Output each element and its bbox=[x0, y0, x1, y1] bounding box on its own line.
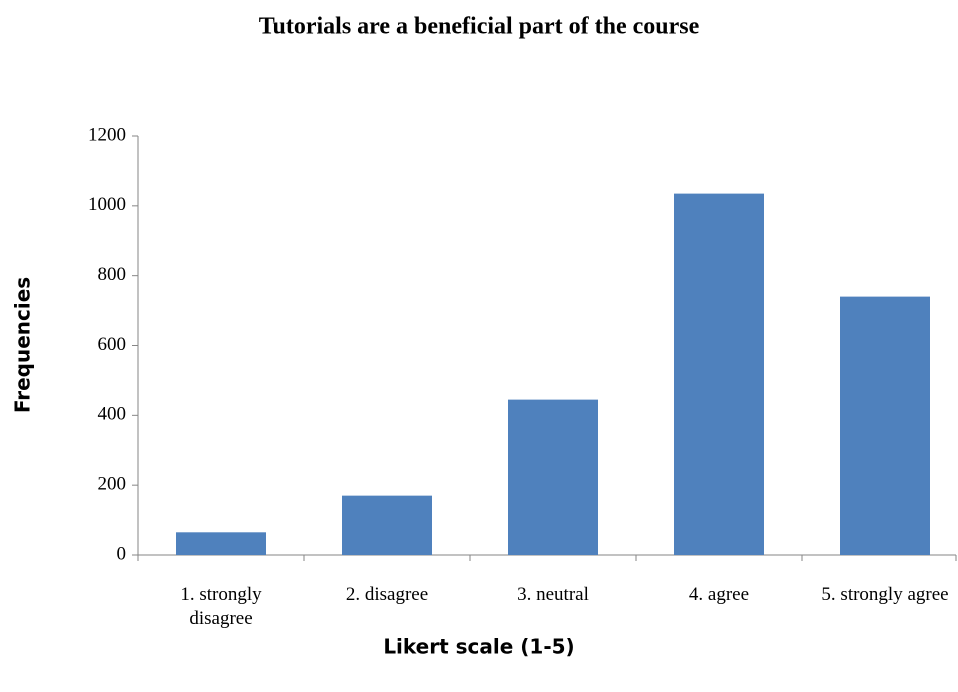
x-tick-label: 1. strongly disagree bbox=[180, 584, 262, 629]
y-axis-title: Frequencies bbox=[11, 277, 35, 413]
x-tick-label: 3. neutral bbox=[517, 584, 589, 605]
y-tick-label: 400 bbox=[98, 404, 127, 425]
y-tick-label: 0 bbox=[117, 543, 127, 564]
x-axis-title: Likert scale (1-5) bbox=[383, 635, 574, 659]
x-tick-label: 2. disagree bbox=[345, 584, 429, 605]
bar bbox=[840, 296, 930, 555]
bar bbox=[508, 399, 598, 555]
chart-title: Tutorials are a beneficial part of the c… bbox=[259, 14, 700, 40]
bar bbox=[342, 495, 432, 555]
y-tick-label: 200 bbox=[98, 474, 127, 495]
y-tick-label: 1000 bbox=[88, 194, 126, 215]
y-tick-label: 600 bbox=[98, 334, 127, 355]
x-tick-label: 5. strongly agree bbox=[821, 584, 949, 605]
bar bbox=[176, 532, 266, 555]
x-tick-label: 4. agree bbox=[688, 584, 750, 605]
y-tick-label: 800 bbox=[98, 264, 127, 285]
bar bbox=[674, 193, 764, 556]
y-tick-label: 1200 bbox=[88, 124, 126, 145]
